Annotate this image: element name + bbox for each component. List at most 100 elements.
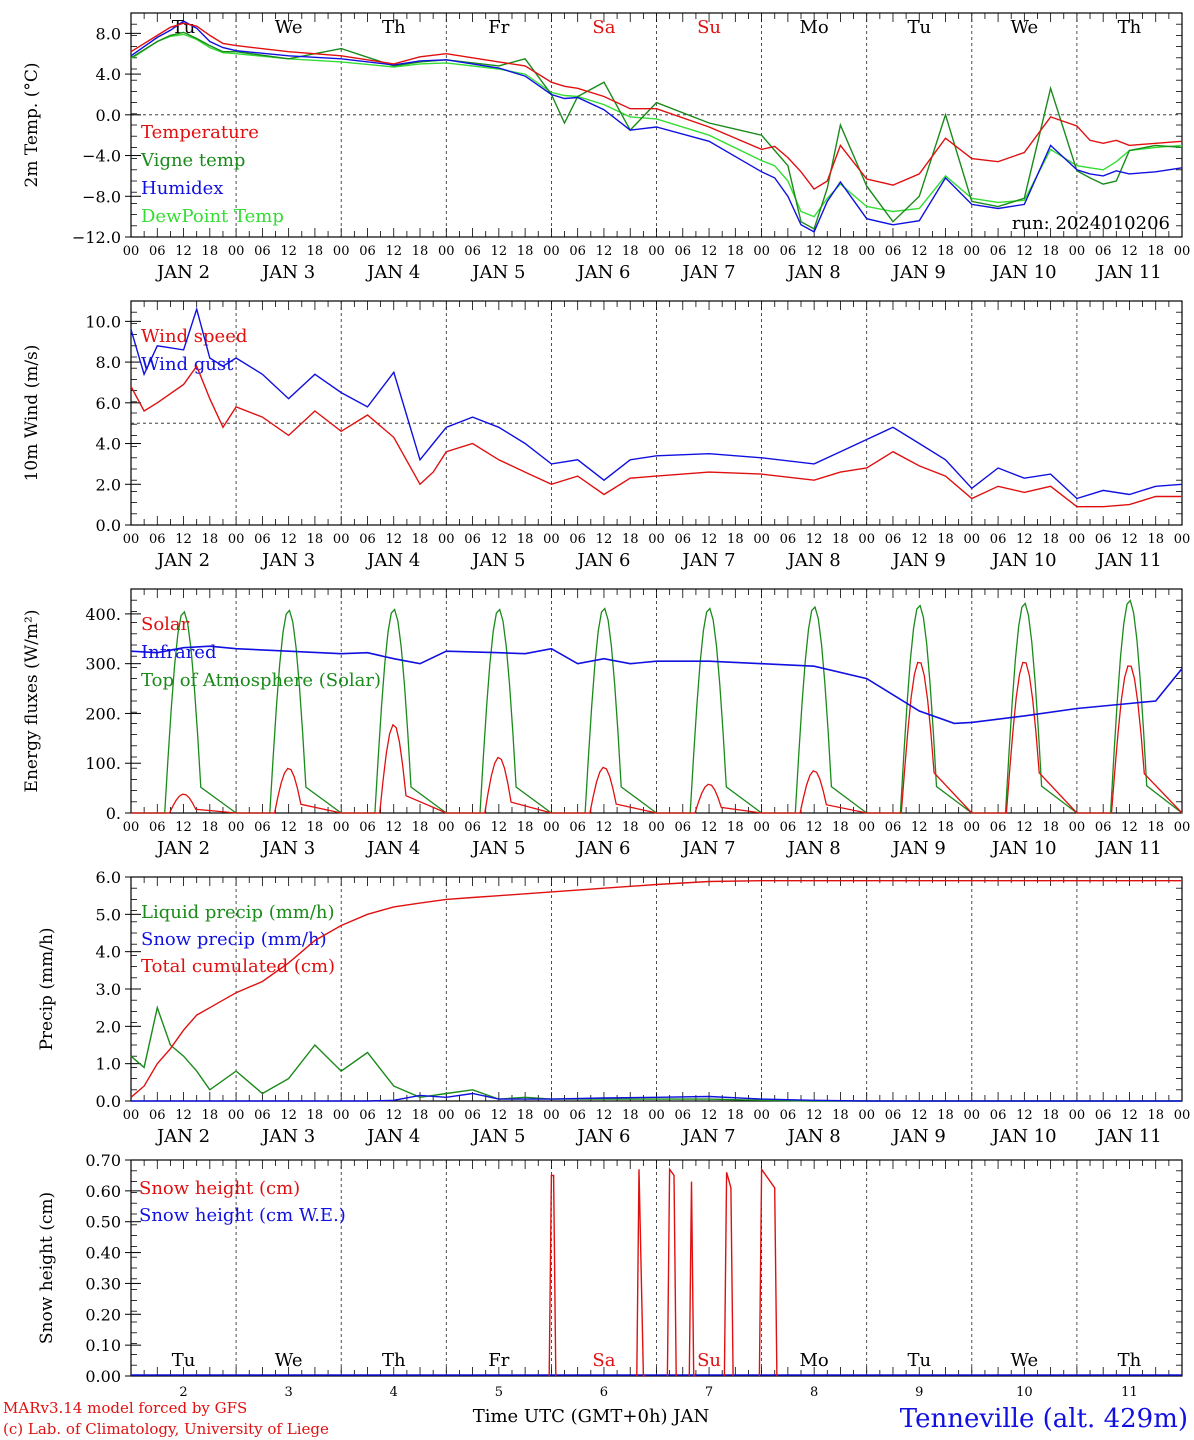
y-axis-label: 10m Wind (m/s) bbox=[22, 345, 42, 482]
hour-label: 00 bbox=[543, 244, 560, 259]
day-label: We bbox=[275, 17, 303, 38]
date-label: JAN 9 bbox=[891, 838, 946, 859]
hour-label: 12 bbox=[385, 532, 402, 547]
y-tick-label: 0.70 bbox=[85, 1151, 121, 1170]
legend-entry: Solar bbox=[141, 614, 190, 635]
hour-label: 00 bbox=[753, 244, 770, 259]
hour-label: 12 bbox=[491, 820, 508, 835]
y-tick-label: 0.50 bbox=[85, 1213, 121, 1232]
y-tick-label: 8.0 bbox=[96, 24, 121, 43]
y-tick-label: 0.0 bbox=[96, 1092, 121, 1111]
solar-curve bbox=[656, 783, 762, 814]
y-tick-label: 400. bbox=[85, 605, 121, 624]
series-humidex bbox=[130, 20, 1183, 233]
x-axis-title: Time UTC (GMT+0h) JAN bbox=[473, 1406, 710, 1427]
hour-label: 12 bbox=[911, 1108, 928, 1123]
date-label: JAN 5 bbox=[470, 1126, 525, 1147]
date-label: JAN 8 bbox=[786, 1126, 841, 1147]
hour-label: 12 bbox=[280, 532, 297, 547]
y-tick-label: 4.0 bbox=[96, 435, 121, 454]
bottom-date-label: 5 bbox=[495, 1385, 503, 1400]
series-snow-precip-mm-h- bbox=[131, 1092, 1182, 1102]
date-label: JAN 3 bbox=[260, 838, 315, 859]
hour-label: 00 bbox=[333, 1108, 350, 1123]
date-label: JAN 8 bbox=[786, 838, 841, 859]
hour-label: 06 bbox=[149, 532, 166, 547]
hour-label: 00 bbox=[438, 1108, 455, 1123]
y-tick-label: 0.0 bbox=[96, 106, 121, 125]
hour-label: 18 bbox=[622, 532, 639, 547]
hour-label: 00 bbox=[753, 532, 770, 547]
hour-label: 06 bbox=[464, 244, 481, 259]
bottom-date-label: 3 bbox=[285, 1385, 293, 1400]
hour-label: 00 bbox=[1174, 820, 1191, 835]
hour-label: 18 bbox=[202, 532, 219, 547]
legend-entry: Top of Atmosphere (Solar) bbox=[141, 670, 381, 691]
hour-label: 12 bbox=[806, 532, 823, 547]
hour-label: 00 bbox=[123, 244, 140, 259]
date-label: JAN 5 bbox=[470, 550, 525, 571]
date-label: JAN 9 bbox=[891, 1126, 946, 1147]
hour-label: 00 bbox=[228, 532, 245, 547]
bottom-date-label: 11 bbox=[1121, 1385, 1138, 1400]
date-label: JAN 11 bbox=[1095, 1126, 1162, 1147]
y-tick-label: 0.30 bbox=[85, 1274, 121, 1293]
legend-entry: Total cumulated (cm) bbox=[141, 956, 335, 977]
date-label: JAN 7 bbox=[680, 838, 735, 859]
hour-label: 00 bbox=[438, 532, 455, 547]
hour-label: 12 bbox=[806, 820, 823, 835]
date-label: JAN 7 bbox=[680, 262, 735, 283]
infrared-curve bbox=[130, 645, 1183, 725]
solar-curve bbox=[1076, 665, 1183, 814]
hour-label: 06 bbox=[359, 1108, 376, 1123]
snow-height-spike bbox=[666, 1167, 677, 1377]
hour-label: 06 bbox=[780, 532, 797, 547]
day-label: Th bbox=[1118, 1350, 1142, 1371]
y-axis-label: Snow height (cm) bbox=[37, 1192, 57, 1344]
date-label: JAN 9 bbox=[891, 262, 946, 283]
date-label: JAN 8 bbox=[786, 550, 841, 571]
hour-label: 18 bbox=[307, 820, 324, 835]
hour-label: 18 bbox=[517, 1108, 534, 1123]
toa-solar-curve bbox=[446, 608, 552, 814]
hour-label: 18 bbox=[202, 820, 219, 835]
y-tick-label: 6.0 bbox=[96, 868, 121, 887]
hour-label: 12 bbox=[1121, 1108, 1138, 1123]
hour-label: 06 bbox=[149, 820, 166, 835]
hour-label: 18 bbox=[1147, 820, 1164, 835]
hour-label: 00 bbox=[1069, 244, 1086, 259]
hour-label: 00 bbox=[438, 244, 455, 259]
hour-label: 00 bbox=[753, 820, 770, 835]
hour-label: 18 bbox=[832, 244, 849, 259]
series-wind-speed bbox=[130, 364, 1182, 508]
hour-label: 18 bbox=[937, 1108, 954, 1123]
day-label: We bbox=[275, 1350, 303, 1371]
hour-label: 18 bbox=[1042, 820, 1059, 835]
y-tick-label: 10.0 bbox=[85, 312, 121, 331]
date-label: JAN 10 bbox=[990, 838, 1057, 859]
bottom-date-label: 10 bbox=[1016, 1385, 1033, 1400]
y-tick-label: 100. bbox=[85, 754, 121, 773]
y-tick-label: 1.0 bbox=[96, 1055, 121, 1074]
date-label: JAN 2 bbox=[155, 1126, 210, 1147]
day-label: We bbox=[1011, 1350, 1039, 1371]
series-vigne-temp bbox=[130, 31, 1183, 230]
y-tick-label: 5.0 bbox=[96, 905, 121, 924]
date-label: JAN 6 bbox=[575, 838, 630, 859]
snow-height-spike bbox=[758, 1167, 778, 1377]
hour-label: 00 bbox=[123, 820, 140, 835]
hour-label: 06 bbox=[885, 532, 902, 547]
toa-solar-curve bbox=[341, 608, 447, 814]
date-label: JAN 8 bbox=[786, 262, 841, 283]
hour-label: 18 bbox=[727, 820, 744, 835]
hour-label: 00 bbox=[964, 244, 981, 259]
hour-label: 18 bbox=[727, 532, 744, 547]
hour-label: 12 bbox=[385, 820, 402, 835]
hour-label: 18 bbox=[412, 244, 429, 259]
hour-label: 00 bbox=[1174, 1108, 1191, 1123]
hour-label: 00 bbox=[648, 1108, 665, 1123]
hour-label: 12 bbox=[701, 1108, 718, 1123]
hour-label: 12 bbox=[701, 532, 718, 547]
hour-label: 00 bbox=[858, 244, 875, 259]
date-label: JAN 4 bbox=[365, 550, 420, 571]
